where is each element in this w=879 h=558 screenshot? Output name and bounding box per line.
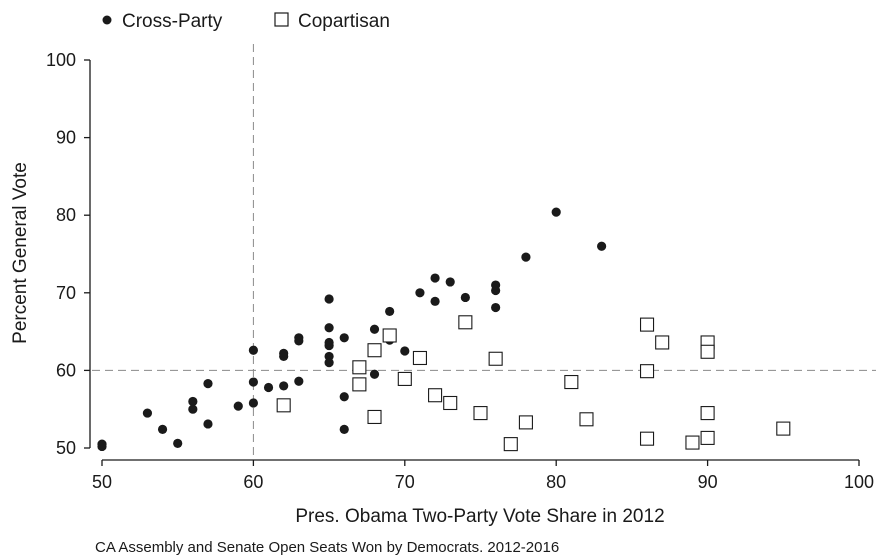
- copartisan-point: [639, 431, 655, 446]
- x-tick-label: 70: [395, 472, 415, 492]
- cross-party-point: [279, 351, 289, 362]
- copartisan-point: [367, 343, 382, 358]
- cross-party-point: [339, 424, 349, 434]
- cross-party-point: [415, 288, 425, 298]
- y-tick-label: 80: [56, 205, 76, 225]
- cross-party-point: [491, 285, 501, 296]
- cross-party-point: [491, 302, 501, 313]
- copartisan-point: [579, 412, 594, 427]
- legend-copartisan-label: Copartisan: [298, 11, 390, 32]
- copartisan-point: [639, 364, 655, 379]
- copartisan-point: [685, 435, 700, 450]
- x-axis-title: Pres. Obama Two-Party Vote Share in 2012: [295, 506, 664, 527]
- copartisan-point: [518, 415, 533, 430]
- legend-cross-party-label: Cross-Party: [122, 11, 223, 32]
- cross-party-point: [203, 378, 213, 389]
- y-tick-label: 70: [56, 283, 76, 303]
- cross-party-point: [445, 277, 455, 287]
- copartisan-point: [367, 409, 382, 425]
- cross-party-point: [430, 296, 440, 306]
- chart-caption: CA Assembly and Senate Open Seats Won by…: [95, 539, 559, 556]
- cross-party-point: [369, 324, 380, 334]
- y-tick-label: 90: [56, 128, 76, 148]
- legend-cross-party-marker: [102, 15, 112, 25]
- cross-party-point: [188, 404, 198, 414]
- copartisan-point: [700, 406, 715, 421]
- cross-party-point: [324, 294, 334, 304]
- cross-party-point: [385, 306, 395, 317]
- copartisan-point: [700, 430, 715, 445]
- cross-party-point: [324, 358, 334, 368]
- x-tick-label: 80: [546, 472, 566, 492]
- copartisan-point: [776, 421, 791, 436]
- cross-party-point: [339, 392, 349, 402]
- copartisan-point: [700, 344, 715, 359]
- cross-party-point: [248, 345, 258, 355]
- copartisan-point: [639, 317, 655, 332]
- y-tick-label: 50: [56, 438, 76, 458]
- cross-party-point: [157, 424, 168, 434]
- x-tick-label: 50: [92, 472, 112, 492]
- legend: Cross-Party Copartisan: [102, 11, 390, 32]
- cross-party-point: [233, 401, 243, 411]
- copartisan-point: [564, 374, 579, 390]
- cross-party-point: [324, 340, 334, 351]
- x-tick-label: 90: [698, 472, 718, 492]
- cross-party-point: [551, 207, 561, 217]
- copartisan-point: [473, 406, 488, 421]
- data-points: [97, 207, 791, 452]
- cross-party-point: [294, 376, 304, 386]
- cross-party-point: [203, 419, 213, 429]
- copartisan-point: [382, 328, 397, 343]
- copartisan-point: [488, 351, 503, 366]
- y-tick-label: 100: [46, 50, 76, 70]
- copartisan-point: [503, 437, 518, 452]
- cross-party-point: [173, 438, 183, 448]
- cross-party-point: [369, 369, 380, 379]
- cross-party-point: [142, 408, 153, 418]
- copartisan-point: [412, 350, 427, 366]
- cross-party-point: [263, 382, 274, 393]
- cross-party-point: [294, 336, 304, 346]
- y-tick-label: 60: [56, 360, 76, 380]
- cross-party-point: [248, 398, 258, 408]
- cross-party-point: [521, 252, 531, 262]
- y-axis-title: Percent General Vote: [10, 162, 31, 344]
- cross-party-point: [97, 439, 107, 449]
- cross-party-point: [400, 346, 410, 356]
- copartisan-point: [276, 398, 291, 413]
- copartisan-point: [352, 377, 367, 392]
- cross-party-point: [430, 273, 440, 283]
- cross-party-point: [597, 241, 607, 251]
- cross-party-point: [324, 323, 334, 333]
- copartisan-point: [458, 315, 473, 330]
- copartisan-point: [443, 395, 458, 411]
- legend-copartisan-marker: [274, 12, 289, 27]
- reference-lines: [92, 44, 876, 458]
- copartisan-point: [428, 388, 443, 403]
- axes: 50 60 70 80 90 100 50 60 70 80 90 100: [46, 50, 874, 492]
- cross-party-point: [339, 333, 349, 343]
- x-tick-label: 60: [243, 472, 263, 492]
- copartisan-point: [397, 371, 412, 386]
- cross-party-point: [460, 292, 470, 303]
- x-tick-label: 100: [844, 472, 874, 492]
- cross-party-point: [279, 381, 289, 391]
- copartisan-point: [655, 335, 670, 350]
- cross-party-point: [188, 396, 198, 407]
- cross-party-point: [248, 377, 258, 387]
- copartisan-point: [352, 360, 367, 375]
